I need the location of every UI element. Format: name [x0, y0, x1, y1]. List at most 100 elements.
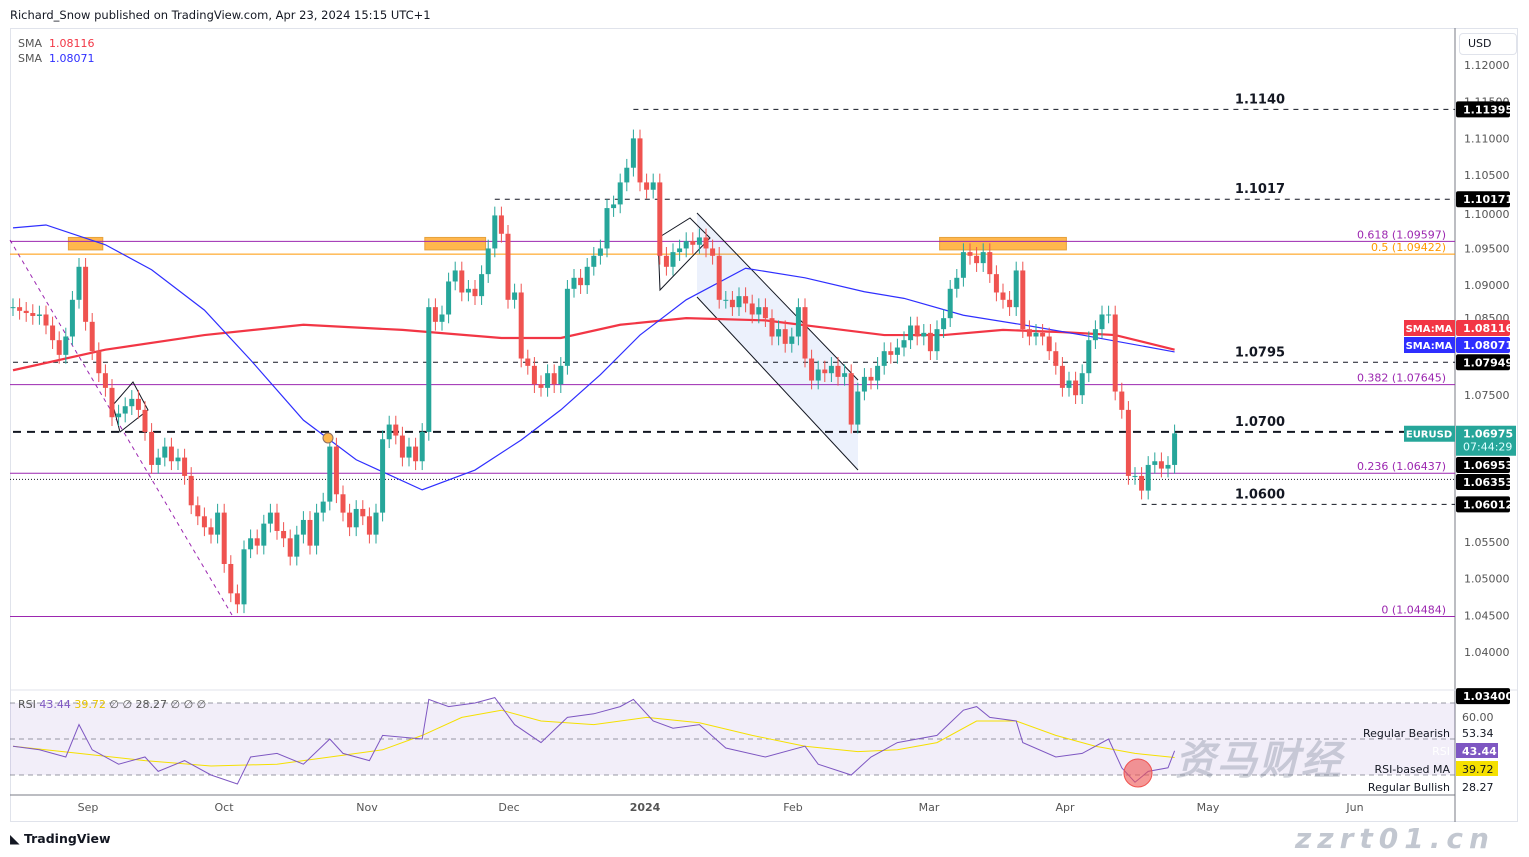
candle-body — [789, 336, 795, 344]
candle-body — [795, 307, 801, 337]
time-tick-label: Nov — [356, 801, 378, 814]
price-tag-bg — [1456, 496, 1510, 513]
candle-body — [531, 365, 537, 385]
candle-body — [894, 347, 900, 355]
candle-body — [1145, 464, 1151, 491]
sma-short-axis-label: SMA:MA — [1406, 341, 1453, 352]
tradingview-logo[interactable]: ◣ TradingView — [10, 831, 111, 846]
candle-body — [274, 512, 280, 531]
candle-body — [459, 270, 465, 293]
candle-body — [657, 182, 663, 256]
price-tick-label: 1.11000 — [1464, 132, 1510, 145]
fib-label: 0.5 (1.09422) — [1371, 241, 1446, 254]
candle-body — [479, 274, 485, 297]
time-tick-label: Apr — [1055, 801, 1075, 814]
candle-body — [347, 512, 353, 528]
candle-body — [69, 299, 75, 337]
candle-body — [842, 373, 848, 377]
candle-body — [228, 563, 234, 594]
level-label: 1.0700 — [1235, 415, 1285, 430]
price-tick-label: 1.10000 — [1464, 208, 1510, 221]
price-tick-label: 1.04500 — [1464, 609, 1510, 622]
level-label: 1.1017 — [1235, 182, 1285, 197]
candle-body — [254, 538, 260, 546]
candle-body — [1092, 329, 1098, 341]
candle-body — [109, 387, 115, 418]
candle-body — [696, 237, 702, 245]
currency-selector[interactable]: USD — [1459, 33, 1517, 55]
sma-long-axis-label: SMA:MA — [1406, 324, 1453, 335]
candle-body — [769, 318, 775, 337]
candle-body — [1053, 351, 1059, 366]
sma-short-label: SMA — [18, 52, 42, 65]
candle-body — [320, 501, 326, 513]
candle-body — [710, 248, 716, 256]
candle-body — [512, 292, 518, 300]
time-tick-label: Sep — [78, 801, 99, 814]
candle-body — [1158, 461, 1164, 469]
chart-frame — [10, 28, 1518, 822]
candle-body — [294, 534, 300, 557]
time-tick-label: 2024 — [630, 801, 661, 814]
price-tick-label: 1.05500 — [1464, 536, 1510, 549]
candle-body — [1172, 433, 1178, 465]
time-tick-label: Dec — [498, 801, 519, 814]
resistance-zone — [939, 236, 1067, 251]
candle-body — [729, 299, 735, 308]
descending-channel-fill — [697, 213, 858, 470]
candle-body — [881, 351, 887, 366]
candle-body — [353, 508, 359, 528]
candle-body — [690, 241, 696, 245]
watermark-url: zzrt01.cn — [1295, 822, 1495, 855]
fib-label: 0 (1.04484) — [1381, 604, 1446, 617]
candle-body — [393, 424, 399, 436]
candle-body — [426, 307, 432, 432]
sma-short-tag: 1.08071 — [1463, 339, 1513, 352]
candle-body — [1059, 365, 1065, 388]
candle-body — [901, 340, 907, 348]
sma-short-line — [12, 224, 1175, 491]
price-tag: 1.06953 — [1463, 459, 1513, 472]
price-tag: 1.06353 — [1463, 476, 1513, 489]
candle-body — [571, 277, 577, 289]
sma-long-label: SMA — [18, 37, 42, 50]
candle-body — [432, 307, 438, 322]
price-tag-bg — [1456, 688, 1510, 705]
candle-body — [261, 523, 267, 546]
candle-body — [650, 182, 656, 190]
time-tick-label: Jun — [1345, 801, 1363, 814]
candle-body — [89, 321, 95, 352]
candle-body — [129, 398, 135, 407]
candle-body — [168, 446, 174, 462]
rsi-tag-bg — [1456, 725, 1498, 740]
rsi-tag-value: 43.44 — [1462, 745, 1497, 758]
candle-body — [43, 314, 49, 326]
price-tick-label: 1.07500 — [1464, 389, 1510, 402]
tradingview-logo-icon: ◣ — [10, 831, 24, 846]
candle-body — [637, 138, 643, 183]
time-tick-label: Mar — [919, 801, 940, 814]
watermark: 资马财经 — [1175, 738, 1343, 784]
candle-body — [558, 365, 564, 385]
candle-body — [373, 512, 379, 535]
candle-body — [10, 307, 16, 309]
candle-body — [63, 336, 69, 355]
candle-body — [1007, 299, 1013, 308]
candle-body — [630, 138, 636, 168]
candle-body — [960, 252, 966, 278]
candle-body — [934, 329, 940, 352]
resistance-zone — [424, 236, 487, 251]
candle-body — [1033, 332, 1039, 337]
candle-body — [142, 409, 148, 432]
price-tick-label: 1.09000 — [1464, 279, 1510, 292]
candle-body — [921, 332, 927, 337]
candle-body — [914, 325, 920, 337]
candle-body — [617, 182, 623, 205]
candle-body — [822, 369, 828, 374]
sma-short-tag-bg — [1456, 337, 1510, 353]
candle-body — [175, 457, 181, 462]
candle-body — [360, 508, 366, 517]
candle-body — [465, 288, 471, 293]
candle-body — [644, 182, 650, 190]
